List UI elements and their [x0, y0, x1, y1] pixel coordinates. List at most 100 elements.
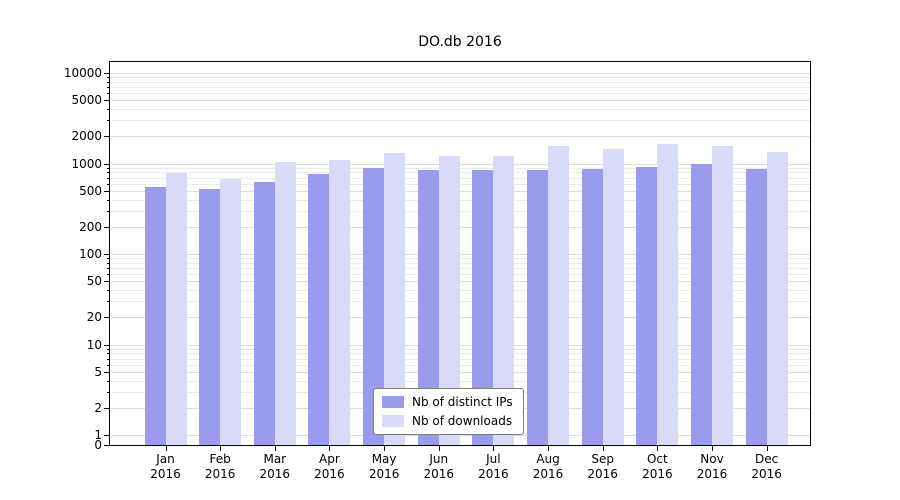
x-tick-label: Jul 2016 — [478, 452, 509, 481]
bar-downloads-jun — [438, 156, 460, 445]
bar-downloads-sep — [602, 148, 624, 445]
x-tick-mark — [384, 446, 386, 451]
y-tick-mark — [104, 445, 110, 446]
y-minor-tick-mark — [107, 109, 110, 110]
y-minor-tick-mark — [107, 81, 110, 83]
y-minor-tick-mark — [107, 177, 110, 179]
y-tick-mark — [104, 371, 110, 373]
y-minor-tick-mark — [107, 172, 110, 174]
y-tick-label: 10000 — [63, 66, 102, 80]
y-minor-tick-mark — [107, 210, 110, 212]
gridline — [110, 87, 810, 88]
y-minor-tick-mark — [107, 353, 110, 355]
x-tick-label: Dec 2016 — [751, 452, 782, 481]
x-tick-mark — [220, 446, 222, 451]
legend-item-distinct-ips: Nb of distinct IPs — [382, 395, 513, 409]
gridline — [110, 258, 810, 260]
gridline — [110, 262, 810, 264]
bar-downloads-may — [384, 153, 406, 445]
y-tick-mark — [104, 407, 110, 409]
y-tick-label: 1000 — [71, 156, 102, 171]
y-minor-tick-mark — [107, 93, 110, 95]
gridline — [110, 77, 810, 79]
gridline — [110, 199, 810, 201]
y-minor-tick-mark — [107, 301, 110, 303]
bar-downloads-oct — [657, 143, 679, 445]
bar-distinct-ips-dec — [745, 168, 767, 445]
y-minor-tick-mark — [107, 364, 110, 366]
x-tick-mark — [602, 446, 604, 451]
y-minor-tick-mark — [107, 391, 110, 393]
y-tick-label: 2 — [94, 400, 102, 415]
y-tick-label: 200 — [79, 219, 102, 234]
x-tick-mark — [274, 446, 276, 451]
gridline — [110, 100, 810, 102]
y-tick-label: 0 — [94, 438, 102, 452]
gridline — [110, 172, 810, 174]
x-tick-label: Apr 2016 — [314, 452, 345, 481]
y-tick-mark — [104, 317, 110, 319]
x-tick-label: May 2016 — [368, 452, 400, 481]
y-tick-mark — [104, 254, 110, 255]
gridline — [110, 81, 810, 83]
bar-downloads-aug — [548, 146, 570, 445]
y-tick-mark — [104, 281, 110, 283]
x-tick-mark — [766, 446, 768, 451]
x-tick-mark — [438, 446, 440, 451]
x-tick-label: Sep 2016 — [587, 452, 618, 481]
gridline — [110, 254, 810, 255]
gridline — [110, 210, 810, 212]
y-tick-mark — [104, 435, 110, 436]
y-tick-label: 20 — [86, 310, 102, 325]
x-tick-label: Jun 2016 — [423, 452, 455, 481]
y-tick-label: 5 — [94, 364, 102, 379]
y-minor-tick-mark — [107, 120, 110, 122]
y-tick-label: 10 — [86, 337, 102, 352]
gridline — [110, 167, 810, 169]
y-tick-mark — [104, 226, 110, 228]
y-minor-tick-mark — [107, 87, 110, 89]
gridline — [110, 317, 810, 319]
gridline — [110, 371, 810, 373]
gridline — [110, 344, 810, 346]
bar-downloads-nov — [712, 146, 733, 445]
bar-distinct-ips-may — [363, 167, 385, 445]
gridline — [110, 190, 810, 192]
bar-distinct-ips-apr — [308, 173, 330, 445]
bar-distinct-ips-aug — [527, 169, 549, 445]
y-tick-mark — [104, 73, 110, 74]
y-tick-label: 50 — [86, 274, 102, 289]
legend-swatch-downloads — [382, 415, 404, 427]
gridline — [110, 353, 810, 355]
legend: Nb of distinct IPs Nb of downloads — [373, 388, 524, 435]
bar-distinct-ips-jun — [417, 169, 439, 445]
gridline — [110, 380, 810, 382]
plot-area: Nb of distinct IPs Nb of downloads — [109, 61, 811, 446]
gridline — [110, 435, 810, 436]
y-minor-tick-mark — [107, 290, 110, 291]
bar-downloads-jul — [493, 156, 515, 445]
y-minor-tick-mark — [107, 262, 110, 264]
legend-item-downloads: Nb of downloads — [382, 414, 513, 428]
gridline — [110, 183, 810, 185]
y-tick-mark — [104, 136, 110, 138]
bar-distinct-ips-jan — [144, 187, 166, 445]
chart-title: DO.db 2016 — [418, 34, 502, 50]
bar-downloads-feb — [220, 178, 242, 445]
y-tick-label: 5000 — [71, 93, 102, 108]
y-tick-label: 100 — [79, 247, 102, 261]
y-minor-tick-mark — [107, 77, 110, 79]
x-tick-label: Aug 2016 — [532, 452, 564, 481]
x-tick-mark — [712, 446, 713, 451]
bar-downloads-jan — [165, 173, 187, 445]
y-minor-tick-mark — [107, 348, 110, 350]
legend-label-distinct-ips: Nb of distinct IPs — [412, 395, 513, 409]
x-tick-mark — [548, 446, 550, 451]
gridline — [110, 290, 810, 291]
gridline — [110, 109, 810, 110]
x-tick-label: Oct 2016 — [642, 452, 673, 481]
legend-label-downloads: Nb of downloads — [412, 414, 513, 428]
x-tick-label: Mar 2016 — [259, 452, 291, 481]
gridline — [110, 73, 810, 74]
